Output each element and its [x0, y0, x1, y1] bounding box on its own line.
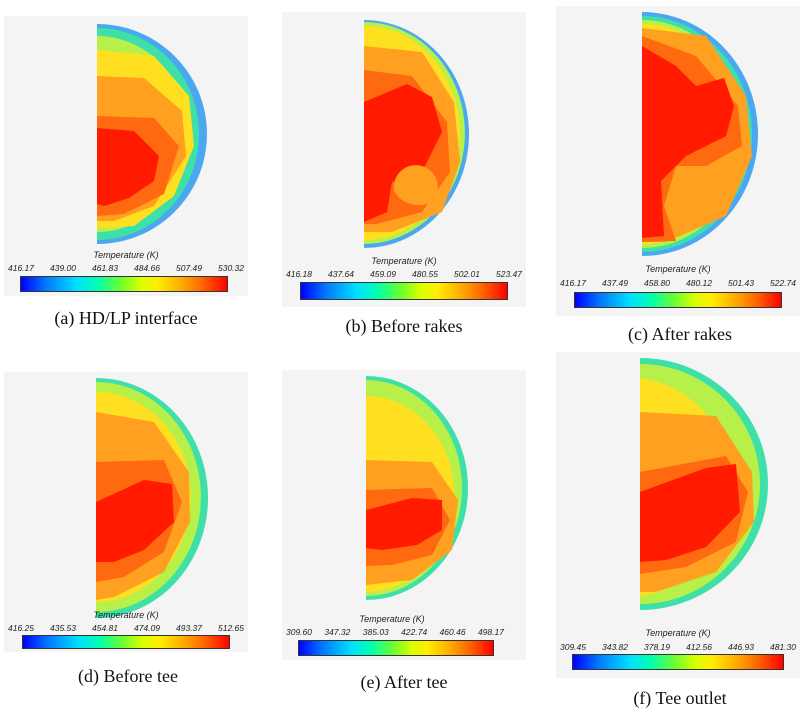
colorbar-c: [574, 292, 782, 308]
tick-label: 439.00: [50, 263, 76, 273]
colorbar-e: [298, 640, 494, 656]
caption-e: (e) After tee: [360, 672, 448, 692]
half-disk-c: [642, 12, 758, 256]
tick-label: 437.64: [328, 269, 354, 279]
half-disk-d: [96, 378, 208, 618]
panel-f: Temperature (K) 309.45 343.82 378.19 412…: [556, 352, 800, 678]
caption-a: (a) HD/LP interface: [54, 308, 198, 328]
zone-core: [642, 46, 734, 238]
zone-core: [364, 84, 442, 222]
tick-label: 416.25: [8, 623, 34, 633]
contour-plot-e: [366, 376, 468, 600]
tick-label: 480.12: [686, 278, 712, 288]
tick-label: 309.45: [560, 642, 586, 652]
zone-core: [96, 480, 174, 562]
colorbar-ticks-d: 416.25 435.53 454.81 474.09 493.37 512.6…: [8, 623, 244, 633]
tick-label: 416.18: [286, 269, 312, 279]
half-disk-e: [366, 376, 468, 600]
colorbar-f: [572, 654, 784, 670]
panel-c: Temperature (K) 416.17 437.49 458.80 480…: [556, 6, 800, 316]
contour-plot-b: [364, 20, 469, 248]
tick-label: 343.82: [602, 642, 628, 652]
contour-plot-f: [640, 358, 768, 610]
caption-c: (c) After rakes: [628, 324, 732, 344]
caption-b: (b) Before rakes: [345, 316, 463, 336]
tick-label: 498.17: [477, 627, 504, 637]
colorbar-ticks-e: 309.60 347.32 385.03 422.74 460.46 498.1…: [286, 627, 504, 637]
caption-f: (f) Tee outlet: [633, 688, 727, 708]
panel-a: Temperature (K) 416.17 439.00 461.83 484…: [4, 16, 248, 296]
tick-label: 480.55: [412, 269, 438, 279]
tick-label: 493.37: [176, 623, 202, 633]
zone-hot-lobe: [393, 165, 438, 206]
tick-label: 484.66: [134, 263, 160, 273]
tick-label: 502.01: [454, 269, 480, 279]
tick-label: 459.09: [370, 269, 396, 279]
colorbar-title-c: Temperature (K): [645, 264, 711, 274]
tick-label: 385.03: [362, 627, 389, 637]
half-disk-b: [364, 20, 469, 248]
tick-label: 437.49: [602, 278, 628, 288]
colorbar-title-d: Temperature (K): [93, 610, 159, 620]
colorbar-ticks-a: 416.17 439.00 461.83 484.66 507.49 530.3…: [8, 263, 244, 273]
contour-plot-d: [96, 378, 208, 618]
tick-label: 522.74: [770, 278, 796, 288]
tick-label: 378.19: [644, 642, 670, 652]
caption-d: (d) Before tee: [78, 666, 178, 686]
colorbar-ticks-b: 416.18 437.64 459.09 480.55 502.01 523.4…: [286, 269, 522, 279]
tick-label: 458.80: [644, 278, 670, 288]
zone-core: [366, 498, 442, 550]
tick-label: 416.17: [8, 263, 34, 273]
panel-d: Temperature (K) 416.25 435.53 454.81 474…: [4, 372, 248, 652]
colorbar-title-a: Temperature (K): [93, 250, 159, 260]
half-disk-a: [97, 24, 207, 244]
tick-label: 461.83: [92, 263, 118, 273]
colorbar-ticks-f: 309.45 343.82 378.19 412.56 446.93 481.3…: [560, 642, 796, 652]
zone-core: [97, 128, 159, 206]
tick-label: 481.30: [770, 642, 796, 652]
tick-label: 460.46: [439, 627, 466, 637]
colorbar-d: [22, 635, 230, 649]
tick-label: 347.32: [324, 627, 351, 637]
colorbar-title-e: Temperature (K): [359, 614, 425, 624]
tick-label: 416.17: [560, 278, 586, 288]
tick-label: 446.93: [728, 642, 754, 652]
colorbar-ticks-c: 416.17 437.49 458.80 480.12 501.43 522.7…: [560, 278, 796, 288]
tick-label: 512.65: [218, 623, 244, 633]
colorbar-a: [20, 276, 228, 292]
tick-label: 507.49: [176, 263, 202, 273]
tick-label: 454.81: [92, 623, 118, 633]
contour-plot-a: [97, 24, 207, 244]
colorbar-b: [300, 282, 508, 300]
tick-label: 530.32: [218, 263, 244, 273]
tick-label: 474.09: [134, 623, 160, 633]
panel-e: Temperature (K) 309.60 347.32 385.03 422…: [282, 370, 526, 660]
tick-label: 523.47: [496, 269, 522, 279]
tick-label: 501.43: [728, 278, 754, 288]
contour-plot-c: [642, 12, 758, 256]
colorbar-title-f: Temperature (K): [645, 628, 711, 638]
tick-label: 412.56: [686, 642, 712, 652]
tick-label: 309.60: [286, 627, 312, 637]
panel-b: Temperature (K) 416.18 437.64 459.09 480…: [282, 12, 526, 307]
colorbar-title-b: Temperature (K): [371, 256, 437, 266]
tick-label: 422.74: [401, 627, 428, 637]
half-disk-f: [640, 358, 768, 610]
zone-core: [640, 464, 740, 562]
tick-label: 435.53: [50, 623, 76, 633]
